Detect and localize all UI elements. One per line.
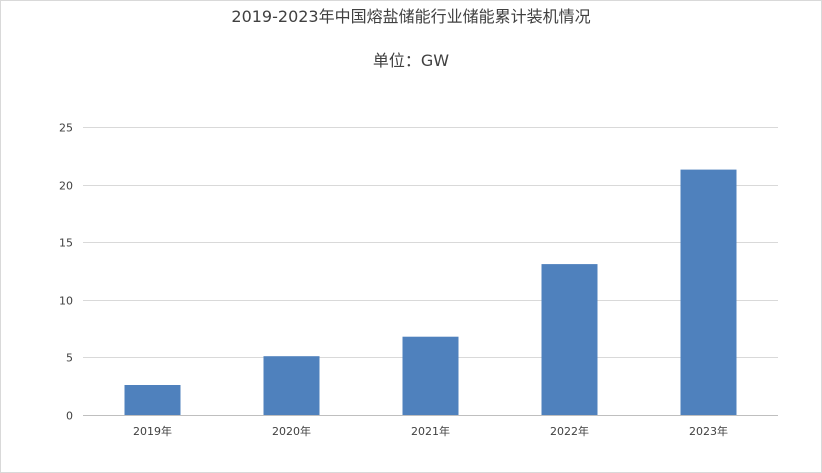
bar: [402, 336, 459, 415]
chart-subtitle: 单位：GW: [372, 51, 450, 70]
gridlines: [83, 127, 778, 416]
chart-title: 2019-2023年中国熔盐储能行业储能累计装机情况: [231, 7, 591, 26]
bar: [541, 264, 598, 415]
y-tick-label: 15: [59, 237, 73, 250]
bar: [263, 356, 320, 415]
y-tick-label: 25: [59, 122, 73, 135]
x-tick-label: 2022年: [550, 424, 589, 438]
x-tick-label: 2019年: [133, 424, 172, 438]
bar: [124, 385, 181, 415]
bars: [124, 169, 737, 415]
x-axis-ticks: 2019年 2020年 2021年 2022年 2023年: [133, 424, 728, 438]
x-tick-label: 2020年: [272, 424, 311, 438]
y-tick-label: 0: [66, 410, 73, 423]
x-tick-label: 2021年: [411, 424, 450, 438]
y-axis-ticks: 0 5 10 15 20 25: [59, 122, 73, 423]
x-tick-label: 2023年: [689, 424, 728, 438]
y-tick-label: 5: [66, 352, 73, 365]
y-tick-label: 20: [59, 180, 73, 193]
bar: [680, 169, 737, 415]
y-tick-label: 10: [59, 295, 73, 308]
